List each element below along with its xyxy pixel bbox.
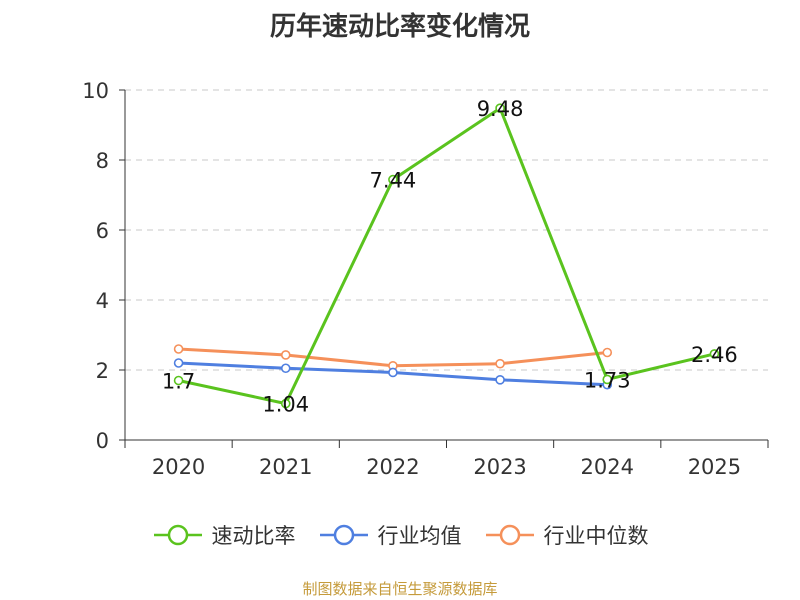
y-tick-label: 4 xyxy=(96,289,109,313)
data-point xyxy=(602,374,613,385)
axes: 0 2 4 6 8 10 2020 2021 2022 2023 2024 2025 xyxy=(82,79,769,479)
x-tick-label: 2021 xyxy=(259,455,312,479)
data-point xyxy=(173,344,184,354)
chart-title: 历年速动比率变化情况 xyxy=(269,12,530,42)
legend-item[interactable]: 行业均值 xyxy=(318,520,462,550)
y-tick-label: 0 xyxy=(96,429,109,453)
data-point xyxy=(388,174,398,185)
legend-label: 行业中位数 xyxy=(543,524,649,548)
series-lines xyxy=(178,106,715,406)
data-point xyxy=(173,358,184,368)
data-point xyxy=(280,363,291,374)
data-point xyxy=(495,358,505,369)
data-label: 1.73 xyxy=(584,368,631,392)
legend: 速动比率 行业均值 行业中位数 xyxy=(0,520,800,550)
y-tick-label: 6 xyxy=(96,219,109,243)
data-point xyxy=(495,374,505,385)
data-label: 1.7 xyxy=(162,370,195,394)
source-note: 制图数据来自恒生聚源数据库 xyxy=(302,580,498,598)
data-label: 9.48 xyxy=(477,97,524,121)
data-point xyxy=(709,349,720,359)
legend-item[interactable]: 速动比率 xyxy=(152,520,296,550)
data-label: 1.04 xyxy=(262,393,309,417)
x-tick-label: 2020 xyxy=(152,455,205,479)
legend-item[interactable]: 行业中位数 xyxy=(484,520,649,550)
data-labels: 1.7 1.04 7.44 9.48 1.73 2.46 xyxy=(162,97,738,416)
data-point xyxy=(280,350,291,360)
data-point xyxy=(280,398,291,409)
x-tick-label: 2025 xyxy=(688,455,741,479)
data-label: 7.44 xyxy=(370,169,417,193)
series-line-0 xyxy=(178,106,715,406)
x-tick-label: 2024 xyxy=(581,455,634,479)
data-point xyxy=(388,367,398,378)
data-point xyxy=(602,347,613,358)
legend-marker-icon xyxy=(319,524,368,546)
y-tick-label: 8 xyxy=(96,149,109,173)
legend-marker-icon xyxy=(153,524,202,546)
gridlines xyxy=(125,89,768,371)
legend-marker-icon xyxy=(485,524,534,546)
line-chart: 0 2 4 6 8 10 2020 2021 2022 2023 2024 2025 1.7 1.04 7… xyxy=(82,79,769,479)
y-tick-label: 10 xyxy=(82,79,109,103)
data-point xyxy=(495,103,505,113)
y-tick-label: 2 xyxy=(96,359,109,383)
data-point xyxy=(173,375,184,386)
series-points xyxy=(173,103,720,409)
x-tick-label: 2023 xyxy=(473,455,526,479)
data-label: 2.46 xyxy=(691,343,738,367)
x-tick-label: 2022 xyxy=(366,455,419,479)
legend-label: 行业均值 xyxy=(377,524,462,548)
legend-label: 速动比率 xyxy=(211,524,296,548)
